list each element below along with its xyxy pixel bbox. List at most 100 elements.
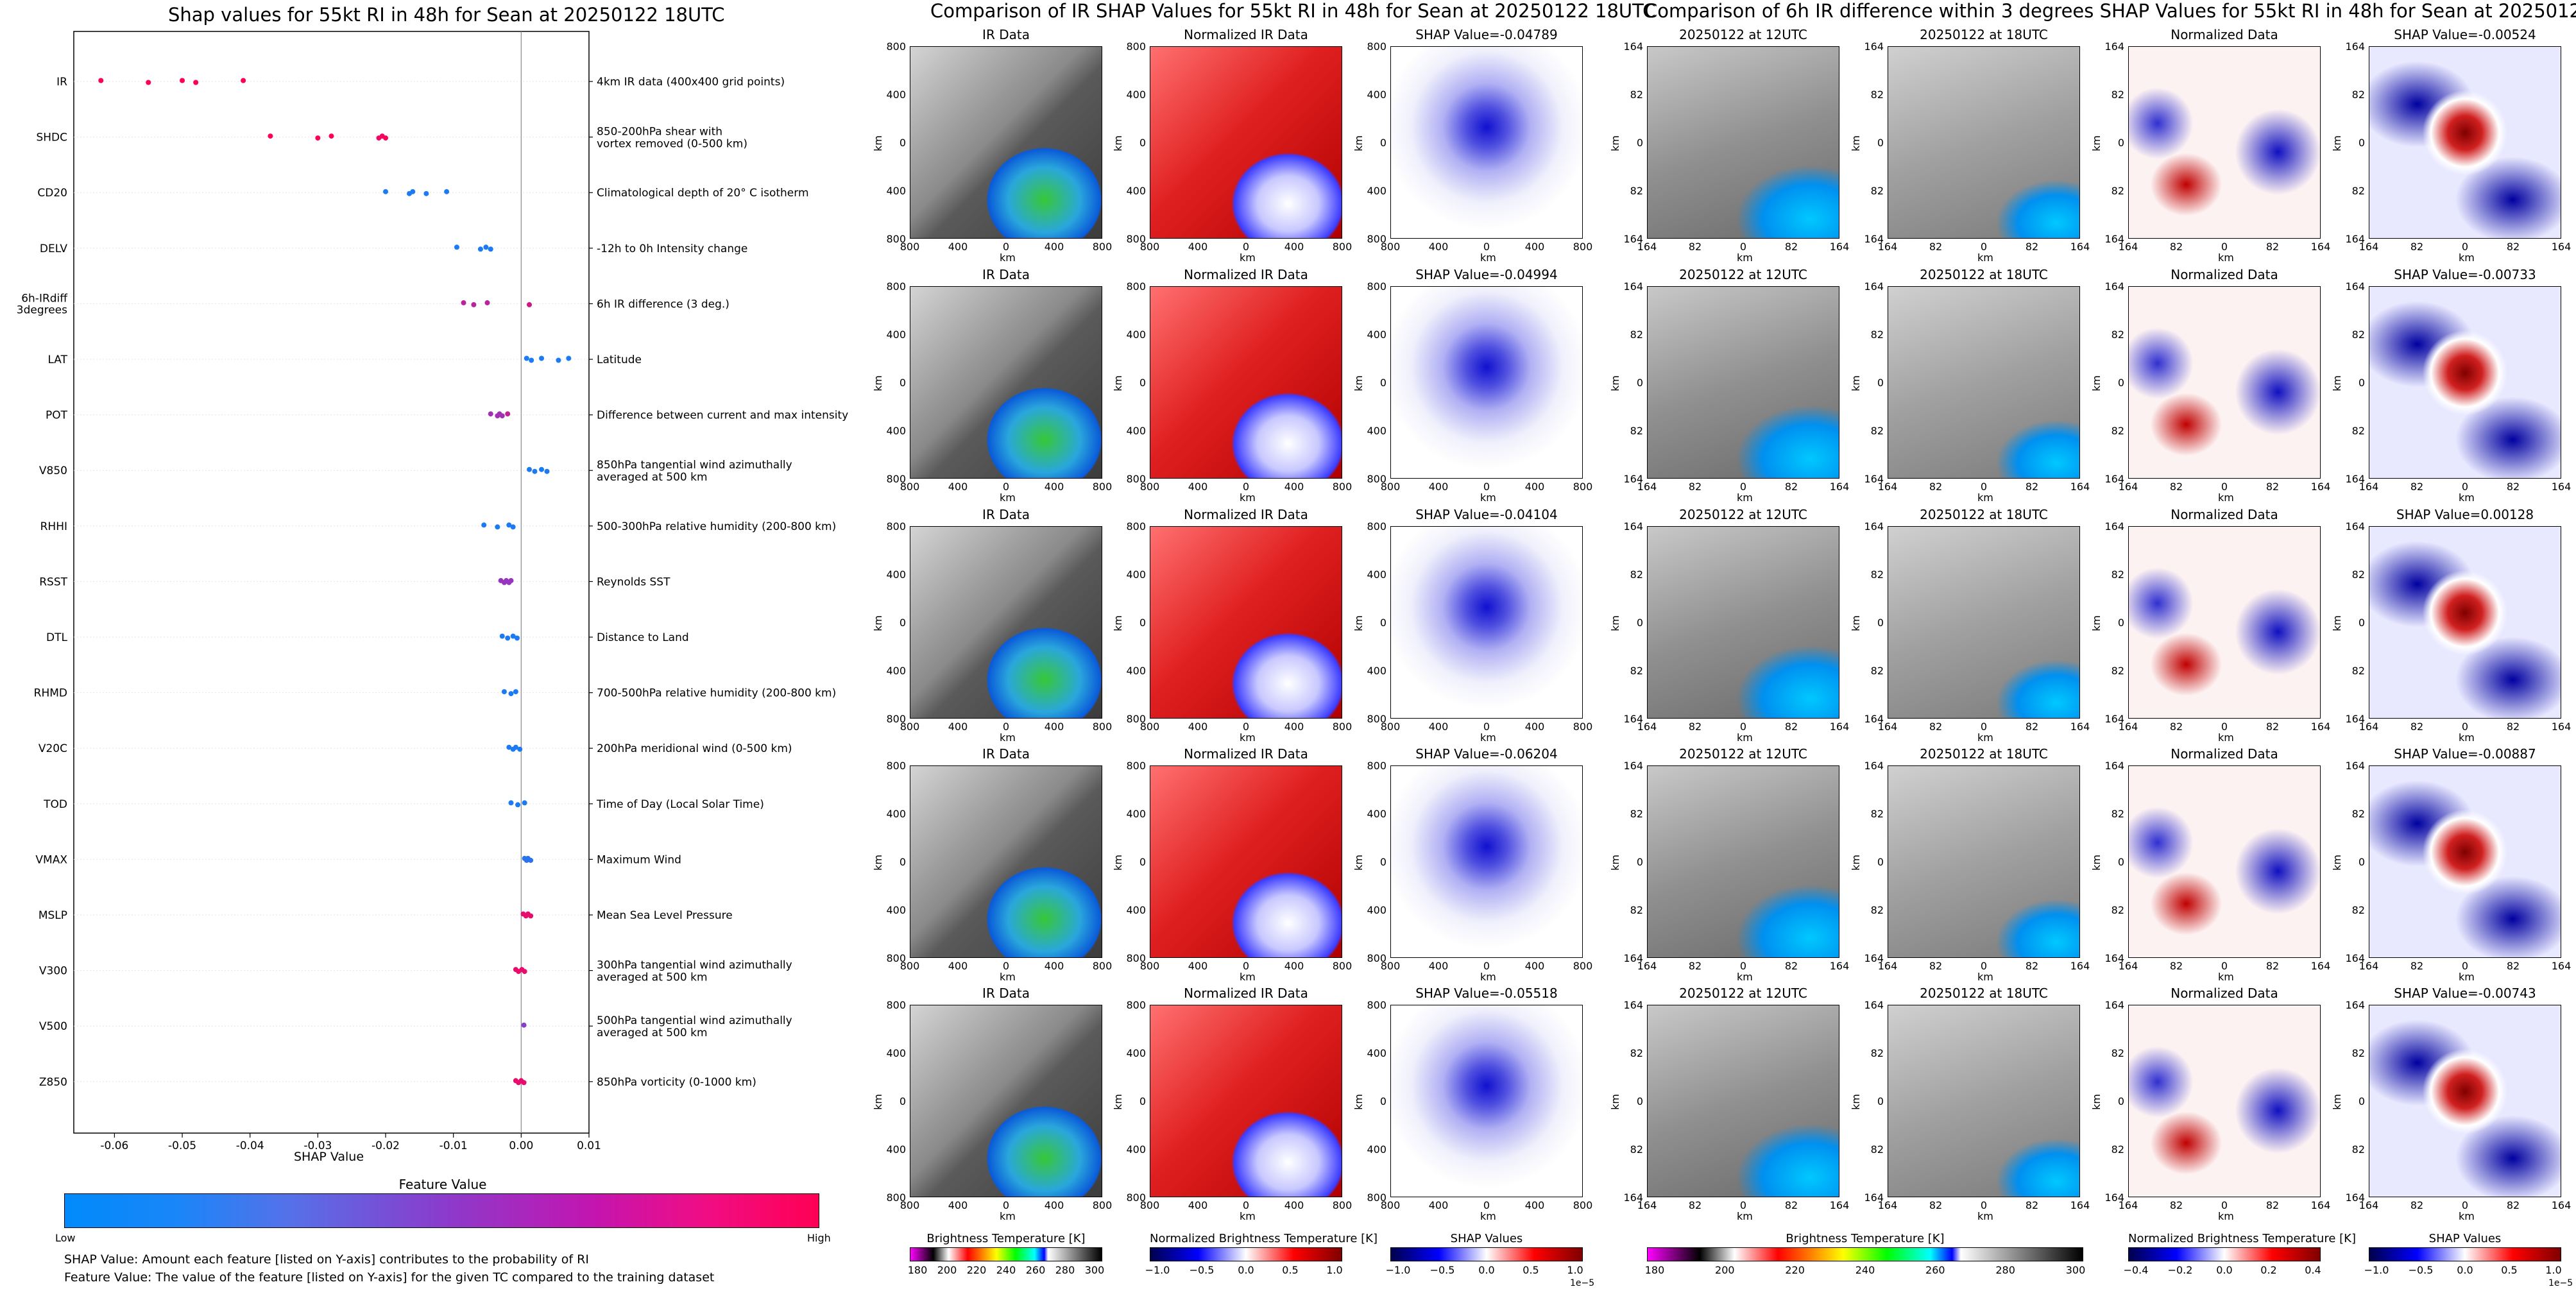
feature-description-label: 850hPa tangential wind azimuthally xyxy=(597,459,792,472)
x-tick-label: 0 xyxy=(1483,481,1490,493)
feature-description-label: vortex removed (0-500 km) xyxy=(597,138,747,151)
colorbar-tick-bt2: 240 xyxy=(1855,1264,1875,1276)
shap-point xyxy=(471,302,477,307)
x-tick-label: 82 xyxy=(1688,481,1702,493)
y-tick-label: 164 xyxy=(1623,952,1643,964)
shap-point xyxy=(521,1022,527,1028)
diff-shap-title: SHAP Value=-0.00733 xyxy=(2394,267,2536,282)
x-tick-label: 164 xyxy=(2310,721,2331,733)
x-axis-label: km xyxy=(1480,252,1496,264)
feature-name-label: V850 xyxy=(39,465,67,477)
x-tick-label: 800 xyxy=(1332,241,1352,253)
y-tick-label: 400 xyxy=(1126,425,1146,437)
ir-data-title: IR Data xyxy=(982,507,1030,522)
y-tick-label: 0 xyxy=(899,377,906,389)
y-tick-label: 0 xyxy=(1139,137,1146,149)
colorbar-tick-bt: 200 xyxy=(937,1264,957,1276)
x-tick-label: 82 xyxy=(1929,721,1943,733)
diff-shap-panel xyxy=(2369,526,2561,719)
y-axis-label: km xyxy=(871,375,884,391)
y-tick-label: 800 xyxy=(1367,999,1386,1011)
y-tick-label: 82 xyxy=(1870,89,1884,101)
colorbar-shap xyxy=(1390,1247,1583,1261)
y-tick-label: 800 xyxy=(1367,233,1386,245)
shap-point xyxy=(556,357,561,363)
y-tick-label: 800 xyxy=(886,280,906,293)
x-tick-label: 0 xyxy=(2221,721,2228,733)
x-axis-label: SHAP Value xyxy=(294,1150,364,1164)
x-axis-label: km xyxy=(1737,491,1753,504)
y-tick-label: 82 xyxy=(1630,665,1643,677)
colorbar-tick-bt: 260 xyxy=(1025,1264,1046,1276)
y-tick-label: 0 xyxy=(1139,377,1146,389)
x-tick-label: 164 xyxy=(2118,481,2138,493)
x-tick-label: 800 xyxy=(1573,1199,1593,1211)
x-tick-label: 0 xyxy=(2221,1199,2228,1211)
y-tick-label: 82 xyxy=(2351,808,2365,820)
colorbar-tick-bt2: 280 xyxy=(1995,1264,2015,1276)
y-tick-label: 0 xyxy=(899,1095,906,1107)
colorbar-nbt2 xyxy=(2128,1247,2321,1261)
x-tick-label: 82 xyxy=(1784,241,1798,253)
feature-name-label: RSST xyxy=(39,576,67,588)
shap-point xyxy=(515,802,521,808)
x-tick-label: 164 xyxy=(1877,1199,1898,1211)
x-axis-label: km xyxy=(1977,1210,1993,1222)
y-tick-label: 82 xyxy=(1630,329,1643,341)
ir-shap-title: SHAP Value=-0.04994 xyxy=(1415,267,1558,282)
colorbar-nbt xyxy=(1150,1247,1342,1261)
y-tick-label: 0 xyxy=(2117,1095,2124,1107)
colorbar-exponent-shap: 1e−5 xyxy=(1570,1278,1595,1288)
x-tick-label: 400 xyxy=(1428,1199,1449,1211)
feature-name-label: DTL xyxy=(46,631,67,644)
x-tick-label: 0 xyxy=(1980,721,1988,733)
normalized-ir-panel xyxy=(1150,46,1342,239)
shap-point xyxy=(508,691,514,697)
y-tick-label: 0 xyxy=(1636,617,1643,629)
x-tick-label: 0 xyxy=(1739,960,1747,972)
y-tick-label: 400 xyxy=(1367,665,1386,677)
x-tick-label: 800 xyxy=(900,960,920,972)
x-tick-label: 800 xyxy=(1380,721,1401,733)
x-tick-label: 400 xyxy=(1188,1199,1208,1211)
x-tick-label: 164 xyxy=(1829,1199,1850,1211)
x-tick-label: 400 xyxy=(1188,960,1208,972)
normalized-diff-panel xyxy=(2128,46,2321,239)
y-tick-label: 82 xyxy=(2351,1047,2365,1059)
x-tick-label: 164 xyxy=(1877,721,1898,733)
x-axis-label: km xyxy=(1480,1210,1496,1222)
x-tick-label: 800 xyxy=(900,241,920,253)
y-axis-label: km xyxy=(2330,855,2343,871)
feature-name-label: 6h-IRdiff xyxy=(21,292,68,305)
y-tick-label: 82 xyxy=(2111,185,2124,197)
note-feature-value: Feature Value: The value of the feature … xyxy=(64,1270,715,1285)
x-tick-label: 800 xyxy=(1092,1199,1113,1211)
x-tick-label: 164 xyxy=(2070,481,2090,493)
x-axis-label: km xyxy=(2218,971,2234,983)
shap-point xyxy=(544,468,550,474)
y-tick-label: 164 xyxy=(2104,760,2124,772)
x-tick-label: -0.05 xyxy=(168,1140,196,1152)
y-tick-label: 164 xyxy=(2345,713,2365,725)
y-tick-label: 400 xyxy=(886,665,906,677)
shap-beeswarm-svg: IR 4km IR data (400x400 grid points) SHDC 8… xyxy=(17,31,848,1152)
y-tick-label: 164 xyxy=(1864,473,1884,485)
shap-point xyxy=(529,357,534,363)
y-tick-label: 82 xyxy=(1630,1143,1643,1156)
feature-description-label: Time of Day (Local Solar Time) xyxy=(596,798,764,811)
colorbar-tick-bt: 180 xyxy=(907,1264,928,1276)
shap-point xyxy=(528,913,534,919)
feature-name-label: V20C xyxy=(38,742,67,755)
ir-12utc-title: 20250122 at 12UTC xyxy=(1679,267,1807,282)
x-tick-label: 164 xyxy=(2070,960,2090,972)
x-tick-label: 0 xyxy=(2461,481,2469,493)
y-tick-label: 800 xyxy=(1126,760,1146,772)
y-tick-label: 0 xyxy=(1636,137,1643,149)
colorbar-bt2 xyxy=(1647,1247,2083,1261)
y-tick-label: 82 xyxy=(1630,425,1643,437)
ir-12utc-panel xyxy=(1647,765,1839,958)
y-tick-label: 82 xyxy=(1870,1047,1884,1059)
feature-description-label: 500-300hPa relative humidity (200-800 km… xyxy=(597,520,836,533)
y-tick-label: 164 xyxy=(2345,520,2365,533)
feature-name-label: CD20 xyxy=(37,187,67,200)
